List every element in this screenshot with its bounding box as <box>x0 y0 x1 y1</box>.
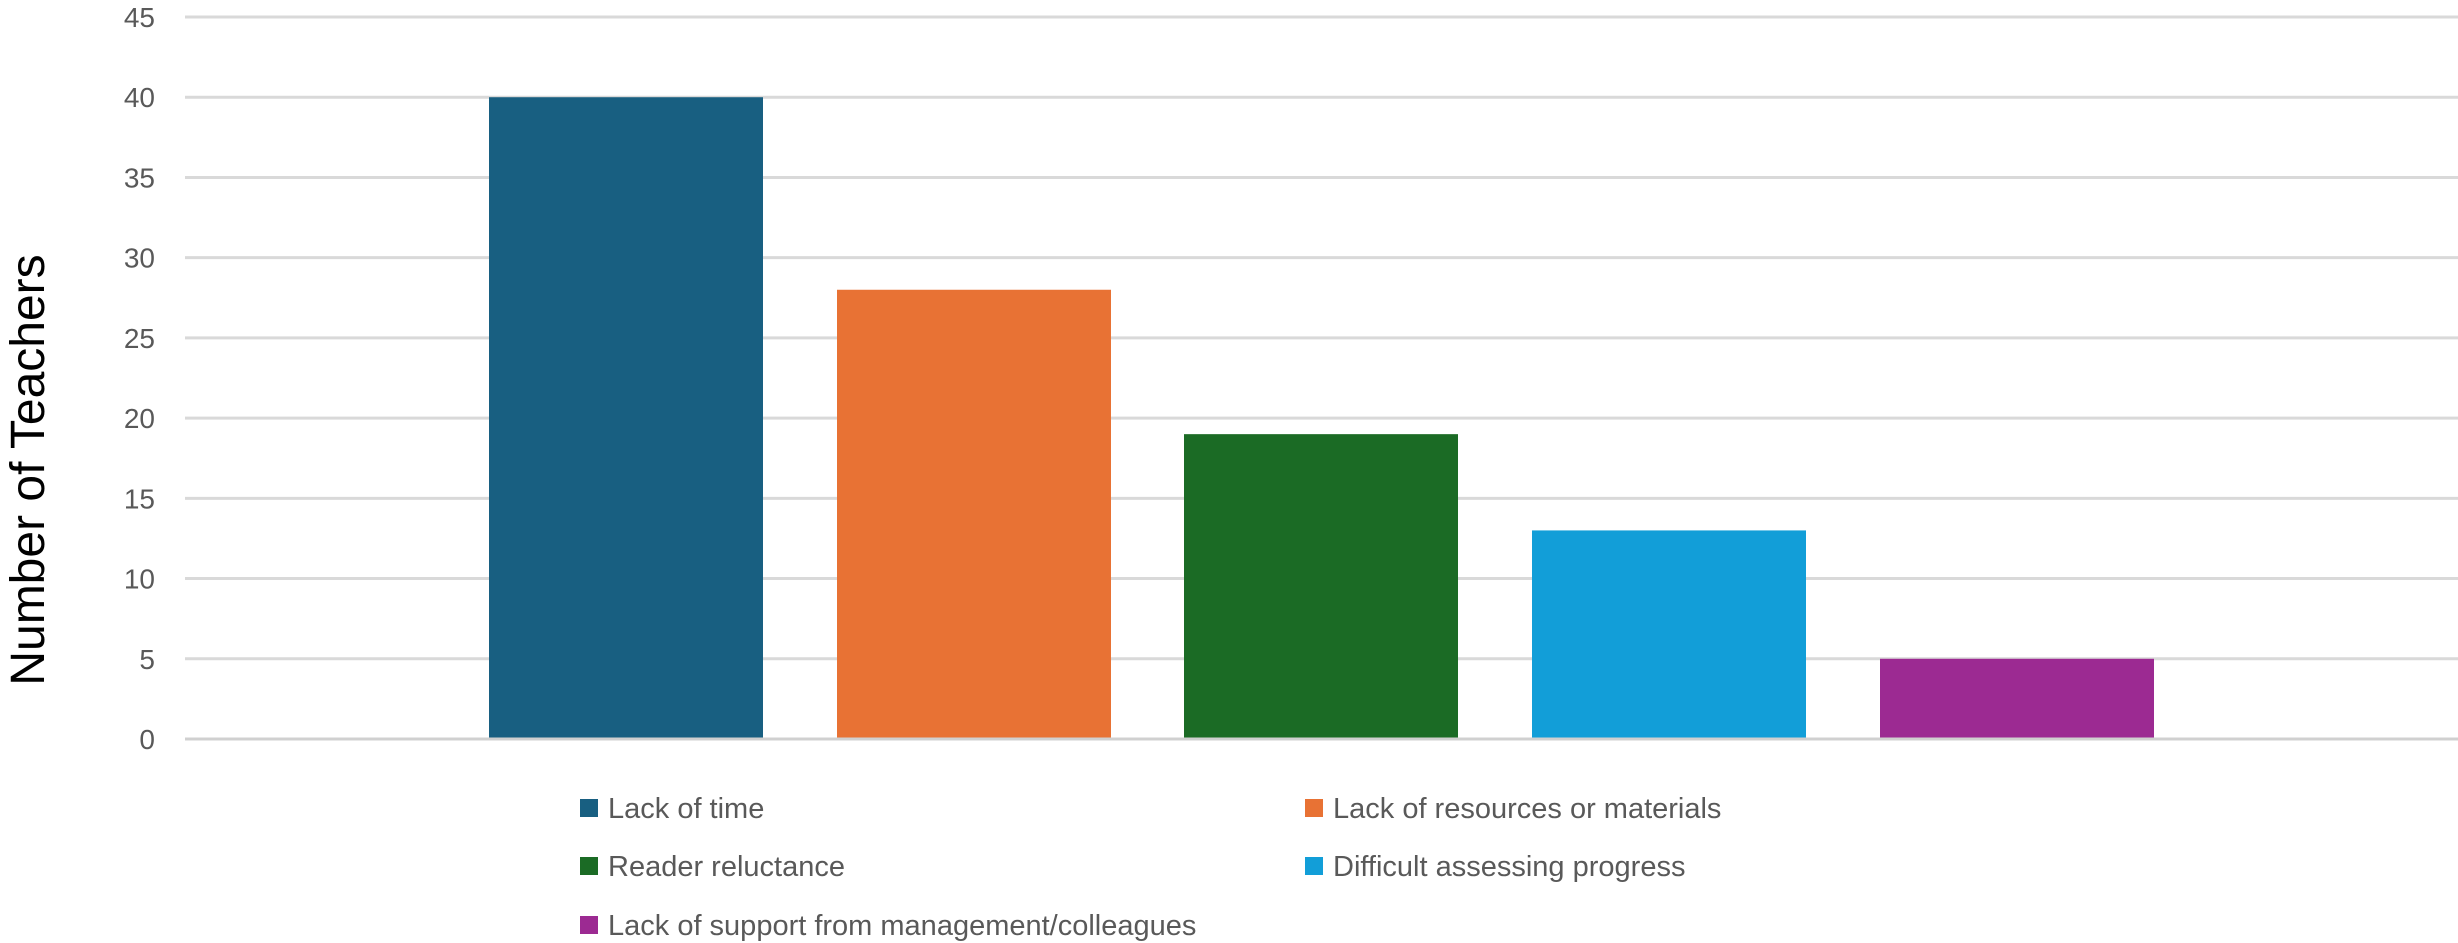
legend-label-3: Reader reluctance <box>608 851 845 883</box>
y-tick-label: 0 <box>139 724 155 755</box>
bar-3 <box>1184 434 1458 739</box>
legend-swatch-3 <box>580 857 598 875</box>
y-axis-title: Number of Teachers <box>2 254 55 685</box>
y-tick-label: 20 <box>124 403 155 434</box>
y-axis-ticks: 0 5 10 15 20 25 30 35 40 45 <box>124 2 155 755</box>
bar-5 <box>1880 658 2154 739</box>
legend-swatch-1 <box>580 799 598 817</box>
legend-label-5: Lack of support from management/colleagu… <box>608 910 1196 942</box>
legend-swatch-5 <box>580 916 598 934</box>
y-tick-label: 10 <box>124 564 155 595</box>
y-tick-label: 5 <box>139 644 155 675</box>
y-tick-label: 40 <box>124 82 155 113</box>
legend-label-2: Lack of resources or materials <box>1333 793 1721 825</box>
bar-4 <box>1532 530 1806 739</box>
y-tick-label: 15 <box>124 483 155 514</box>
legend-swatch-2 <box>1305 799 1323 817</box>
y-tick-label: 25 <box>124 323 155 354</box>
bars <box>489 97 2154 739</box>
bar-1 <box>489 97 763 739</box>
legend: Lack of time Lack of resources or materia… <box>580 793 1721 942</box>
legend-label-1: Lack of time <box>608 793 764 825</box>
legend-swatch-4 <box>1305 857 1323 875</box>
legend-label-4: Difficult assessing progress <box>1333 851 1685 883</box>
bar-2 <box>837 289 1111 739</box>
y-tick-label: 45 <box>124 2 155 33</box>
y-tick-label: 30 <box>124 243 155 274</box>
y-tick-label: 35 <box>124 162 155 193</box>
